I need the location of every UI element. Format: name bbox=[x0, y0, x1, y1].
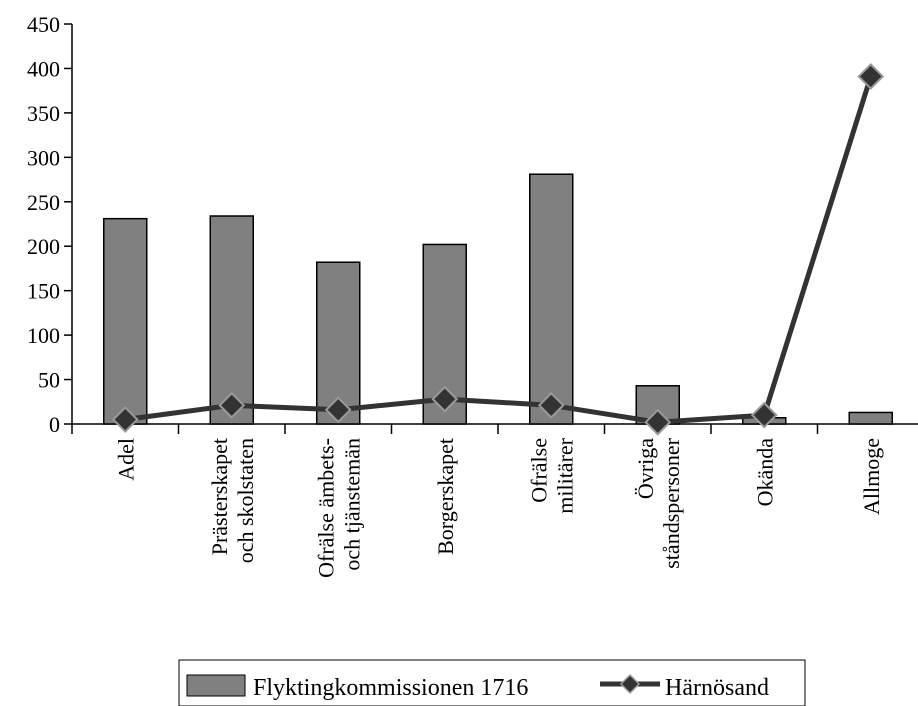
line-point-marker bbox=[644, 408, 672, 436]
y-tick-label: 300 bbox=[27, 145, 60, 170]
line-point-marker bbox=[537, 391, 565, 419]
line-point-marker bbox=[111, 406, 139, 433]
x-category-label: Ofrälse ämbets- bbox=[313, 438, 338, 578]
y-tick-label: 150 bbox=[27, 279, 60, 304]
line-point-marker bbox=[324, 396, 352, 424]
legend: Flyktingkommissionen 1716 Härnösand bbox=[178, 659, 806, 706]
bar bbox=[103, 217, 148, 425]
legend-box bbox=[178, 659, 806, 706]
x-category-label: Övriga bbox=[633, 438, 658, 499]
bar bbox=[209, 215, 254, 425]
x-category-label: militärer bbox=[552, 437, 577, 513]
x-category-label: Prästerskapet bbox=[207, 438, 232, 555]
line-point-marker bbox=[857, 63, 885, 90]
legend-bar-label: Flyktingkommissionen 1716 bbox=[253, 675, 528, 701]
y-tick-label: 0 bbox=[49, 412, 60, 437]
x-category-label: Borgerskapet bbox=[433, 438, 458, 555]
x-category-label: Okända bbox=[752, 438, 777, 507]
legend-line-label: Härnösand bbox=[665, 675, 769, 701]
line-point-marker bbox=[750, 401, 778, 429]
x-category-label: och skolstaten bbox=[233, 438, 258, 563]
x-category-label: Ofrälse bbox=[526, 438, 551, 503]
legend-bar-swatch bbox=[186, 674, 246, 697]
bar bbox=[529, 173, 574, 425]
y-tick-label: 250 bbox=[27, 190, 60, 215]
x-category-label: och tjänstemän bbox=[339, 438, 364, 571]
x-category-label: Allmoge bbox=[859, 438, 884, 515]
x-category-label: Adel bbox=[113, 438, 138, 481]
y-tick-label: 200 bbox=[27, 234, 60, 259]
y-axis: 0 50 100 150 200 250 300 350 400 450 bbox=[27, 12, 73, 437]
line-path bbox=[124, 75, 874, 425]
y-tick-label: 50 bbox=[38, 368, 60, 393]
y-tick-label: 100 bbox=[27, 323, 60, 348]
line-series bbox=[111, 63, 885, 436]
y-tick-label: 400 bbox=[27, 56, 60, 81]
line-point-marker bbox=[218, 391, 246, 419]
bar bbox=[848, 411, 893, 425]
x-category-label: ståndspersoner bbox=[659, 437, 684, 568]
legend-diamond-marker bbox=[619, 673, 641, 695]
y-tick-label: 450 bbox=[27, 12, 60, 37]
line-point-marker bbox=[431, 385, 459, 413]
x-axis: Adel Prästerskapet och skolstaten Ofrälse ä… bbox=[71, 423, 918, 578]
y-tick-label: 350 bbox=[27, 101, 60, 126]
